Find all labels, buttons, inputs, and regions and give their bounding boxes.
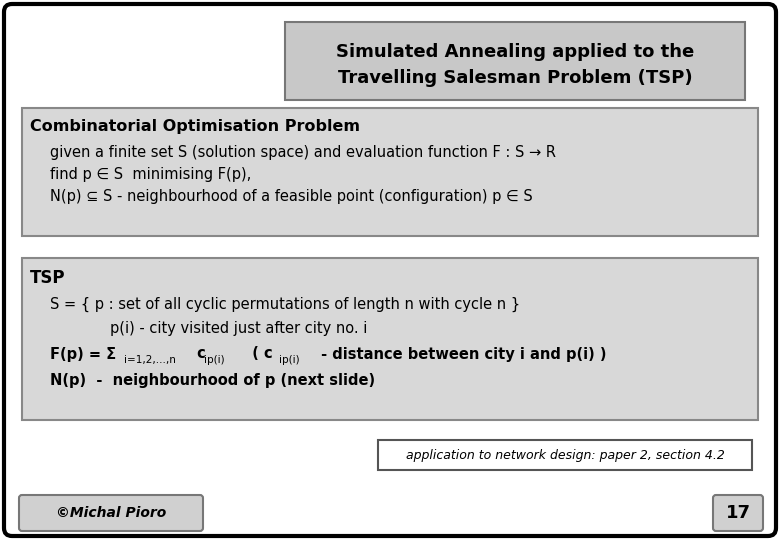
Text: TSP: TSP xyxy=(30,269,66,287)
Text: given a finite set S (solution space) and evaluation function F : S → R: given a finite set S (solution space) an… xyxy=(50,145,556,159)
Text: find p ∈ S  minimising F(p),: find p ∈ S minimising F(p), xyxy=(50,166,251,181)
FancyBboxPatch shape xyxy=(378,440,752,470)
Text: F(p) = Σ: F(p) = Σ xyxy=(50,347,116,361)
FancyBboxPatch shape xyxy=(713,495,763,531)
Text: Travelling Salesman Problem (TSP): Travelling Salesman Problem (TSP) xyxy=(338,69,693,87)
FancyBboxPatch shape xyxy=(22,258,758,420)
Text: - distance between city i and p(i) ): - distance between city i and p(i) ) xyxy=(316,347,607,361)
Text: ip(i): ip(i) xyxy=(204,355,225,365)
FancyBboxPatch shape xyxy=(22,108,758,236)
Text: application to network design: paper 2, section 4.2: application to network design: paper 2, … xyxy=(406,449,725,462)
FancyBboxPatch shape xyxy=(285,22,745,100)
Text: Combinatorial Optimisation Problem: Combinatorial Optimisation Problem xyxy=(30,118,360,133)
Text: ©Michal Pioro: ©Michal Pioro xyxy=(56,506,166,520)
Text: Simulated Annealing applied to the: Simulated Annealing applied to the xyxy=(336,43,694,61)
Text: N(p)  -  neighbourhood of p (next slide): N(p) - neighbourhood of p (next slide) xyxy=(50,373,375,388)
Text: ( c: ( c xyxy=(242,347,273,361)
Text: ip(i): ip(i) xyxy=(279,355,300,365)
Text: c: c xyxy=(192,347,206,361)
FancyBboxPatch shape xyxy=(19,495,203,531)
FancyBboxPatch shape xyxy=(4,4,776,536)
Text: N(p) ⊆ S - neighbourhood of a feasible point (configuration) p ∈ S: N(p) ⊆ S - neighbourhood of a feasible p… xyxy=(50,188,533,204)
Text: i=1,2,...,n: i=1,2,...,n xyxy=(124,355,176,365)
Text: S = { p : set of all cyclic permutations of length n with cycle n }: S = { p : set of all cyclic permutations… xyxy=(50,296,520,312)
Text: p(i) - city visited just after city no. i: p(i) - city visited just after city no. … xyxy=(110,321,367,335)
Text: 17: 17 xyxy=(725,504,750,522)
